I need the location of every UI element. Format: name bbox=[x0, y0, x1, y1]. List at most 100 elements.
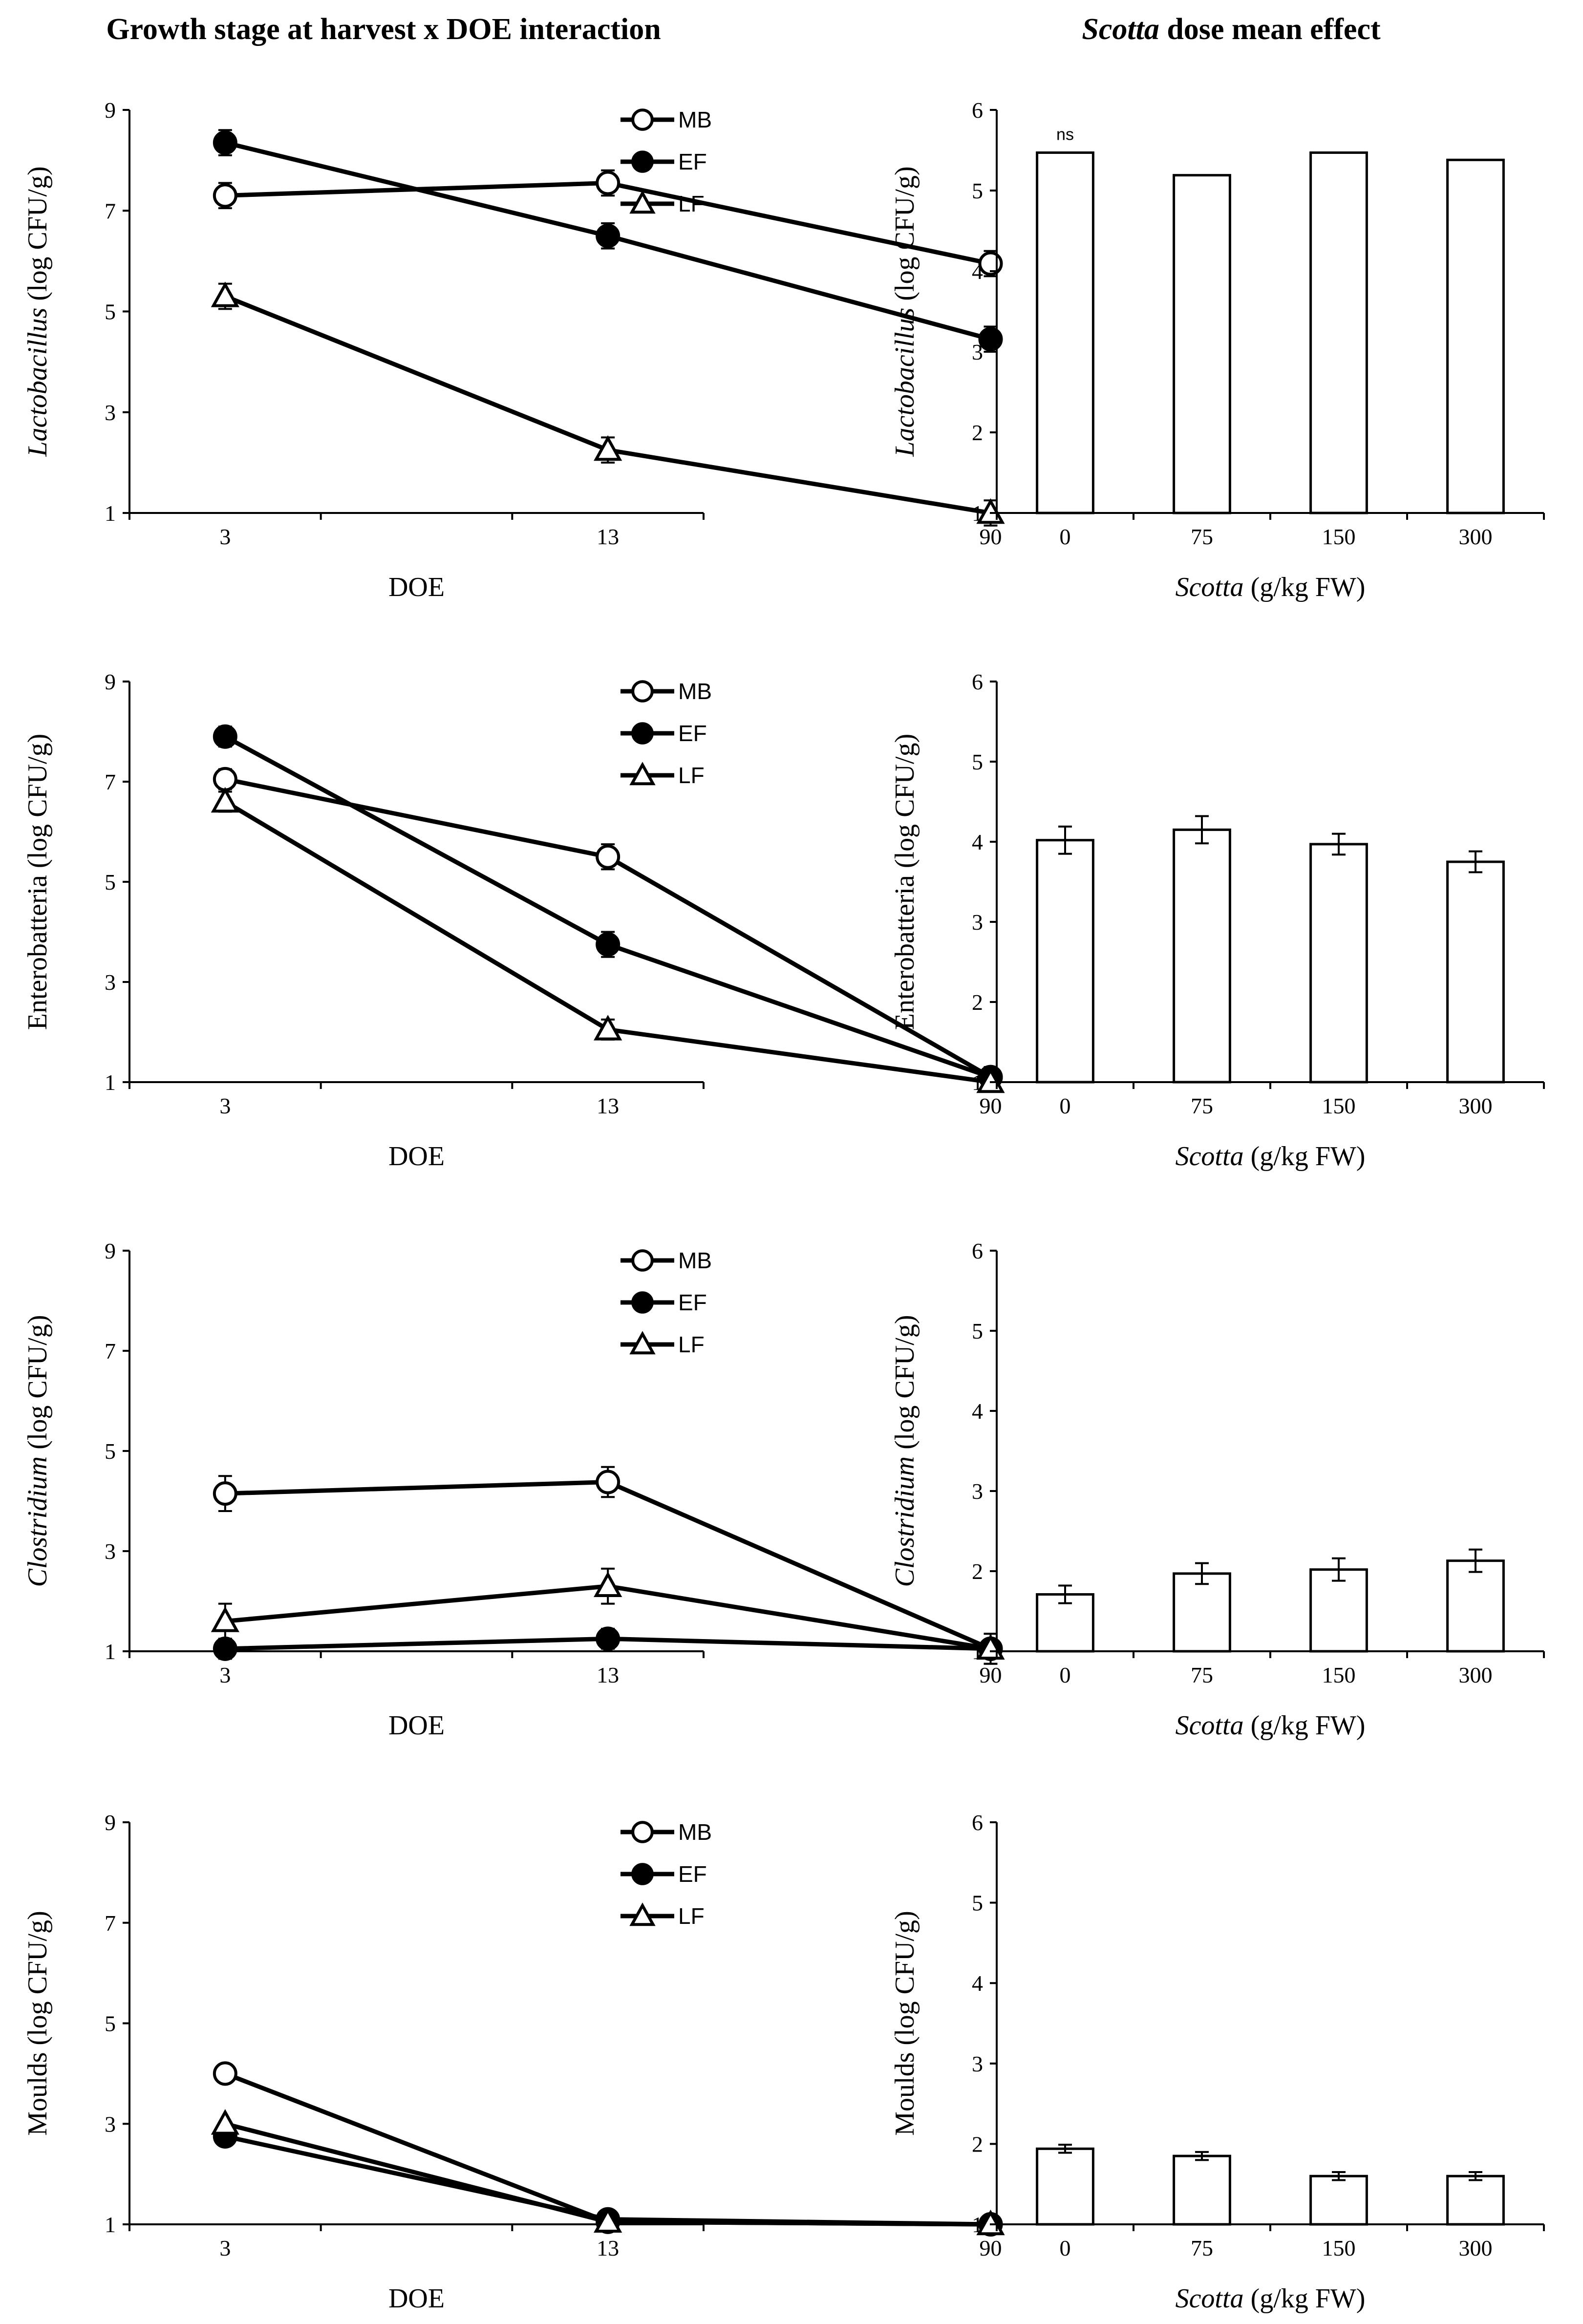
y-tick-label: 6 bbox=[972, 1238, 983, 1263]
x-tick-label: 13 bbox=[597, 1093, 619, 1118]
y-tick-label: 3 bbox=[972, 340, 983, 364]
y-axis-title-text: (log CFU/g) bbox=[890, 1315, 920, 1456]
y-tick-label: 5 bbox=[105, 299, 116, 324]
legend-label-EF: EF bbox=[678, 149, 707, 174]
bar-75 bbox=[1173, 1572, 1231, 1653]
y-tick-label: 3 bbox=[105, 1539, 116, 1564]
bar-300 bbox=[1446, 1559, 1505, 1653]
y-axis-title-text: Enterobatteria (log CFU/g) bbox=[890, 734, 920, 1030]
data-point-LF bbox=[594, 1571, 622, 1597]
x-tick-label: 3 bbox=[219, 2236, 231, 2260]
bar-300 bbox=[1446, 158, 1505, 514]
x-tick-label: 300 bbox=[1459, 524, 1493, 549]
y-axis-title-italic: Lactobacillus bbox=[22, 308, 53, 457]
x-axis-title: Scotta (g/kg FW) bbox=[1176, 1710, 1366, 1741]
x-axis-title-text: (g/kg FW) bbox=[1244, 2283, 1366, 2314]
x-tick-label: 13 bbox=[597, 2236, 619, 2260]
legend-marker-MB bbox=[631, 108, 654, 131]
data-point-EF bbox=[596, 223, 620, 248]
data-point-LF bbox=[594, 2207, 622, 2233]
x-tick-label: 0 bbox=[1060, 524, 1071, 549]
series-line-MB bbox=[224, 2071, 991, 2227]
right-column-title: Scotta dose mean effect bbox=[1082, 13, 1381, 46]
legend-label-LF: LF bbox=[678, 763, 705, 788]
bar-300 bbox=[1446, 2175, 1505, 2226]
legend-marker-EF bbox=[631, 1863, 654, 1885]
legend-label-MB: MB bbox=[678, 1248, 712, 1273]
data-point-LF bbox=[211, 281, 239, 307]
legend-marker-LF bbox=[629, 190, 656, 214]
data-point-MB bbox=[596, 1470, 620, 1494]
data-point-EF bbox=[213, 130, 237, 155]
legend-label-MB: MB bbox=[678, 1819, 712, 1845]
legend-marker-MB bbox=[631, 1821, 654, 1843]
x-tick-label: 0 bbox=[1060, 2236, 1071, 2260]
y-tick-label: 6 bbox=[972, 669, 983, 694]
y-tick-label: 5 bbox=[105, 1439, 116, 1464]
y-tick-label: 9 bbox=[105, 1810, 116, 1835]
y-tick-label: 4 bbox=[972, 259, 983, 284]
y-tick-label: 5 bbox=[105, 870, 116, 895]
y-tick-label: 1 bbox=[105, 1639, 116, 1664]
legend-label-MB: MB bbox=[678, 107, 712, 132]
x-tick-label: 75 bbox=[1191, 524, 1213, 549]
x-tick-label: 0 bbox=[1060, 1093, 1071, 1118]
y-axis-title: Clostridium (log CFU/g) bbox=[22, 1315, 53, 1587]
legend-marker-EF bbox=[631, 150, 654, 173]
bar-chart-enterobatteria-dose: 1 2 3 4 5 6 Enterobatteria (log CFU/g) 0 75 150 30… bbox=[890, 669, 1545, 1172]
bar-75 bbox=[1173, 174, 1231, 514]
y-tick-label: 1 bbox=[972, 1639, 983, 1664]
bar-75 bbox=[1173, 828, 1231, 1084]
bar-0 bbox=[1036, 839, 1094, 1084]
y-tick-label: 5 bbox=[972, 178, 983, 203]
y-tick-label: 3 bbox=[972, 1479, 983, 1504]
x-tick-label: 90 bbox=[980, 2236, 1002, 2260]
y-tick-label: 5 bbox=[972, 1319, 983, 1343]
x-axis-title: DOE bbox=[388, 1141, 445, 1172]
y-tick-label: 3 bbox=[105, 970, 116, 995]
x-tick-label: 300 bbox=[1459, 1663, 1493, 1687]
data-point-EF bbox=[978, 327, 1003, 352]
y-tick-label: 2 bbox=[972, 990, 983, 1015]
data-point-LF bbox=[211, 787, 239, 813]
legend-marker-EF bbox=[631, 722, 654, 745]
x-tick-label: 75 bbox=[1191, 1663, 1213, 1687]
legend-marker-MB bbox=[631, 680, 654, 703]
x-axis-title-text: (g/kg FW) bbox=[1244, 572, 1366, 602]
data-point-MB bbox=[213, 183, 237, 208]
series-line-LF bbox=[224, 294, 991, 515]
bar-300 bbox=[1446, 860, 1505, 1084]
x-axis-title-italic: Scotta bbox=[1176, 572, 1244, 602]
y-tick-label: 1 bbox=[105, 501, 116, 526]
y-tick-label: 4 bbox=[972, 1399, 983, 1424]
bar-150 bbox=[1309, 151, 1368, 514]
y-axis-title: Lactobacillus (log CFU/g) bbox=[890, 166, 920, 457]
x-tick-label: 75 bbox=[1191, 2236, 1213, 2260]
data-point-MB bbox=[596, 844, 620, 869]
legend-label-EF: EF bbox=[678, 721, 707, 746]
y-axis-title-text: Enterobatteria (log CFU/g) bbox=[22, 734, 53, 1030]
y-axis-title-italic: Clostridium bbox=[22, 1456, 53, 1587]
x-axis-title: Scotta (g/kg FW) bbox=[1176, 1141, 1366, 1172]
y-axis-title-text: Moulds (log CFU/g) bbox=[22, 1911, 53, 2136]
legend-marker-LF bbox=[629, 762, 656, 786]
bar-0 bbox=[1036, 2147, 1094, 2226]
y-tick-label: 5 bbox=[972, 1891, 983, 1916]
y-tick-label: 1 bbox=[972, 1070, 983, 1095]
x-axis-title-italic: Scotta bbox=[1176, 1141, 1244, 1172]
data-point-MB bbox=[596, 171, 620, 195]
x-tick-label: 3 bbox=[219, 1663, 231, 1687]
y-tick-label: 2 bbox=[972, 420, 983, 445]
bar-150 bbox=[1309, 2175, 1368, 2226]
y-tick-label: 3 bbox=[105, 2111, 116, 2136]
y-tick-label: 3 bbox=[105, 400, 116, 425]
y-tick-label: 1 bbox=[105, 1070, 116, 1095]
legend-label-MB: MB bbox=[678, 679, 712, 704]
x-tick-label: 300 bbox=[1459, 2236, 1493, 2260]
data-point-EF bbox=[596, 932, 620, 957]
